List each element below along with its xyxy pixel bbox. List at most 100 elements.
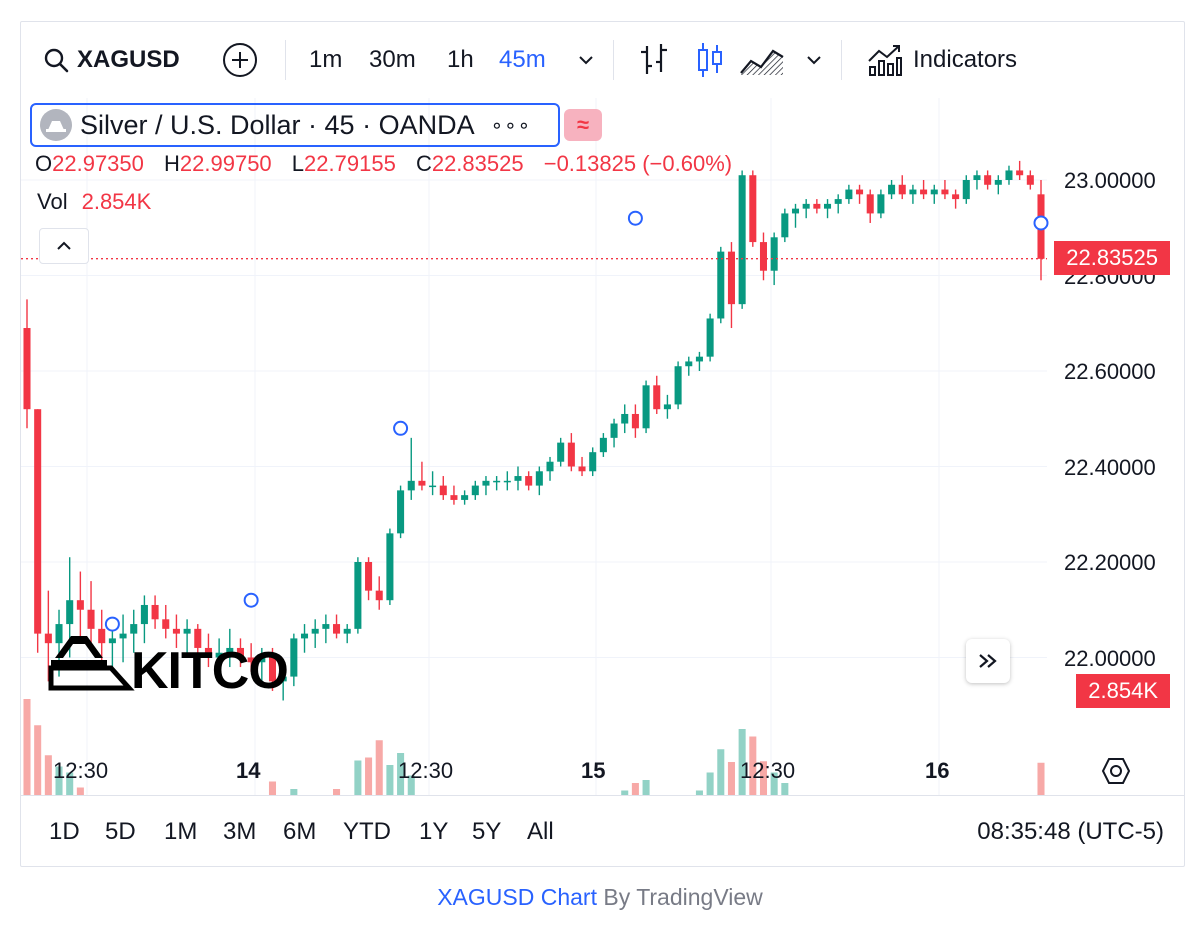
chart-style-dropdown-button[interactable] bbox=[805, 22, 823, 98]
scroll-to-realtime-button[interactable] bbox=[966, 639, 1010, 683]
candle-body bbox=[653, 385, 661, 410]
volume-bar bbox=[781, 783, 789, 795]
bars-style-button[interactable] bbox=[637, 22, 671, 98]
range-1d-button[interactable]: 1D bbox=[49, 818, 80, 845]
candle-body bbox=[493, 480, 501, 483]
silver-symbol-icon bbox=[40, 109, 72, 141]
compare-button[interactable] bbox=[221, 22, 259, 98]
candle-body bbox=[375, 590, 383, 601]
volume-bar bbox=[375, 740, 383, 795]
candle-body bbox=[354, 562, 362, 629]
symbol-label: XAGUSD bbox=[77, 46, 180, 73]
last-volume-tag: 2.854K bbox=[1076, 674, 1170, 708]
market-status-flag[interactable]: ≈ bbox=[564, 109, 602, 141]
range-6m-button[interactable]: 6M bbox=[283, 818, 317, 845]
candle-body bbox=[333, 624, 341, 634]
candle-body bbox=[856, 189, 864, 195]
candle-body bbox=[76, 600, 84, 610]
legend-more-button[interactable]: ∘∘∘ bbox=[490, 114, 532, 137]
price-tick-label: 22.60000 bbox=[1064, 359, 1156, 384]
candle-body bbox=[578, 466, 586, 472]
candle-body bbox=[717, 251, 725, 319]
time-tick-label: 15 bbox=[581, 758, 606, 783]
candle-body bbox=[55, 624, 63, 644]
candle-body bbox=[813, 203, 821, 209]
volume-bar bbox=[631, 783, 639, 795]
candles bbox=[23, 160, 1045, 701]
candle-body bbox=[226, 647, 234, 653]
candle-body bbox=[503, 480, 511, 483]
candle-body bbox=[770, 237, 778, 271]
candle-body bbox=[685, 361, 693, 367]
volume-bar bbox=[66, 772, 74, 795]
interval-1m[interactable]: 1m bbox=[309, 22, 342, 98]
candle-body bbox=[172, 628, 180, 634]
volume-bar bbox=[397, 753, 405, 795]
candle-body bbox=[909, 189, 917, 195]
candle-body bbox=[589, 452, 597, 472]
high-value: 22.99750 bbox=[179, 151, 272, 176]
interval-label: 45m bbox=[499, 46, 546, 73]
volume-bar bbox=[407, 775, 415, 795]
candle-body bbox=[386, 533, 394, 601]
chart-settings-button[interactable] bbox=[1101, 756, 1131, 791]
open-key: O bbox=[35, 151, 53, 176]
symbol-search-button[interactable]: XAGUSD bbox=[43, 22, 180, 98]
candle-body bbox=[962, 180, 970, 200]
candle-body bbox=[791, 208, 800, 214]
indicators-label: Indicators bbox=[913, 46, 1018, 73]
chevron-up-icon bbox=[57, 241, 71, 250]
range-1m-button[interactable]: 1M bbox=[164, 818, 198, 845]
clock-timezone[interactable]: 08:35:48 (UTC-5) bbox=[977, 818, 1164, 845]
candle-body bbox=[151, 604, 159, 620]
interval-45m[interactable]: 45m bbox=[499, 22, 546, 98]
interval-label: 1h bbox=[447, 46, 474, 73]
candle-body bbox=[34, 409, 42, 634]
symbol-legend[interactable]: Silver / U.S. Dollar · 45 · OANDA ∘∘∘ bbox=[30, 103, 560, 147]
event-marker-icon bbox=[627, 210, 643, 226]
candle-body bbox=[984, 175, 992, 185]
range-5d-button[interactable]: 5D bbox=[105, 818, 136, 845]
event-marker-icon bbox=[243, 592, 259, 608]
chart-link[interactable]: XAGUSD Chart bbox=[437, 884, 597, 910]
candle-body bbox=[930, 189, 938, 195]
close-value: 22.83525 bbox=[431, 151, 524, 176]
legend-title: Silver / U.S. Dollar · 45 · OANDA bbox=[80, 109, 475, 140]
volume-bar bbox=[695, 790, 703, 795]
interval-label: 30m bbox=[369, 46, 416, 73]
candle-body bbox=[738, 175, 746, 305]
candle-body bbox=[781, 213, 789, 238]
range-all-button[interactable]: All bbox=[527, 818, 554, 845]
candle-body bbox=[247, 657, 255, 663]
time-tick-label: 16 bbox=[925, 758, 950, 783]
interval-1h[interactable]: 1h bbox=[447, 22, 474, 98]
candle-body bbox=[407, 480, 415, 491]
candles-style-button[interactable] bbox=[695, 22, 725, 98]
candle-body bbox=[557, 442, 565, 462]
price-chart[interactable]: KITCO bbox=[21, 98, 1184, 795]
area-style-button[interactable] bbox=[739, 22, 785, 98]
indicators-button[interactable]: Indicators bbox=[867, 22, 1017, 98]
interval-30m[interactable]: 30m bbox=[369, 22, 416, 98]
candle-body bbox=[695, 356, 703, 362]
candle-body bbox=[279, 676, 287, 682]
attribution-footer: XAGUSD Chart By TradingView bbox=[0, 884, 1200, 911]
range-5y-button[interactable]: 5Y bbox=[472, 818, 502, 845]
price-tick-label: 22.40000 bbox=[1064, 455, 1156, 480]
settings-hex-icon bbox=[1101, 758, 1131, 784]
candle-body bbox=[727, 251, 735, 305]
candle-body bbox=[471, 485, 479, 496]
price-tick-label: 22.00000 bbox=[1064, 646, 1156, 671]
candle-body bbox=[429, 485, 437, 488]
range-ytd-button[interactable]: YTD bbox=[343, 818, 391, 845]
range-3m-button[interactable]: 3M bbox=[223, 818, 257, 845]
candle-body bbox=[119, 633, 127, 639]
candle-body bbox=[514, 476, 522, 481]
range-1y-button[interactable]: 1Y bbox=[419, 818, 449, 845]
collapse-legend-button[interactable] bbox=[39, 228, 89, 264]
candle-body bbox=[268, 657, 277, 682]
candle-body bbox=[1016, 170, 1024, 176]
interval-dropdown-button[interactable] bbox=[577, 22, 595, 98]
volume-bar bbox=[44, 755, 52, 795]
volume-bar bbox=[268, 781, 277, 795]
